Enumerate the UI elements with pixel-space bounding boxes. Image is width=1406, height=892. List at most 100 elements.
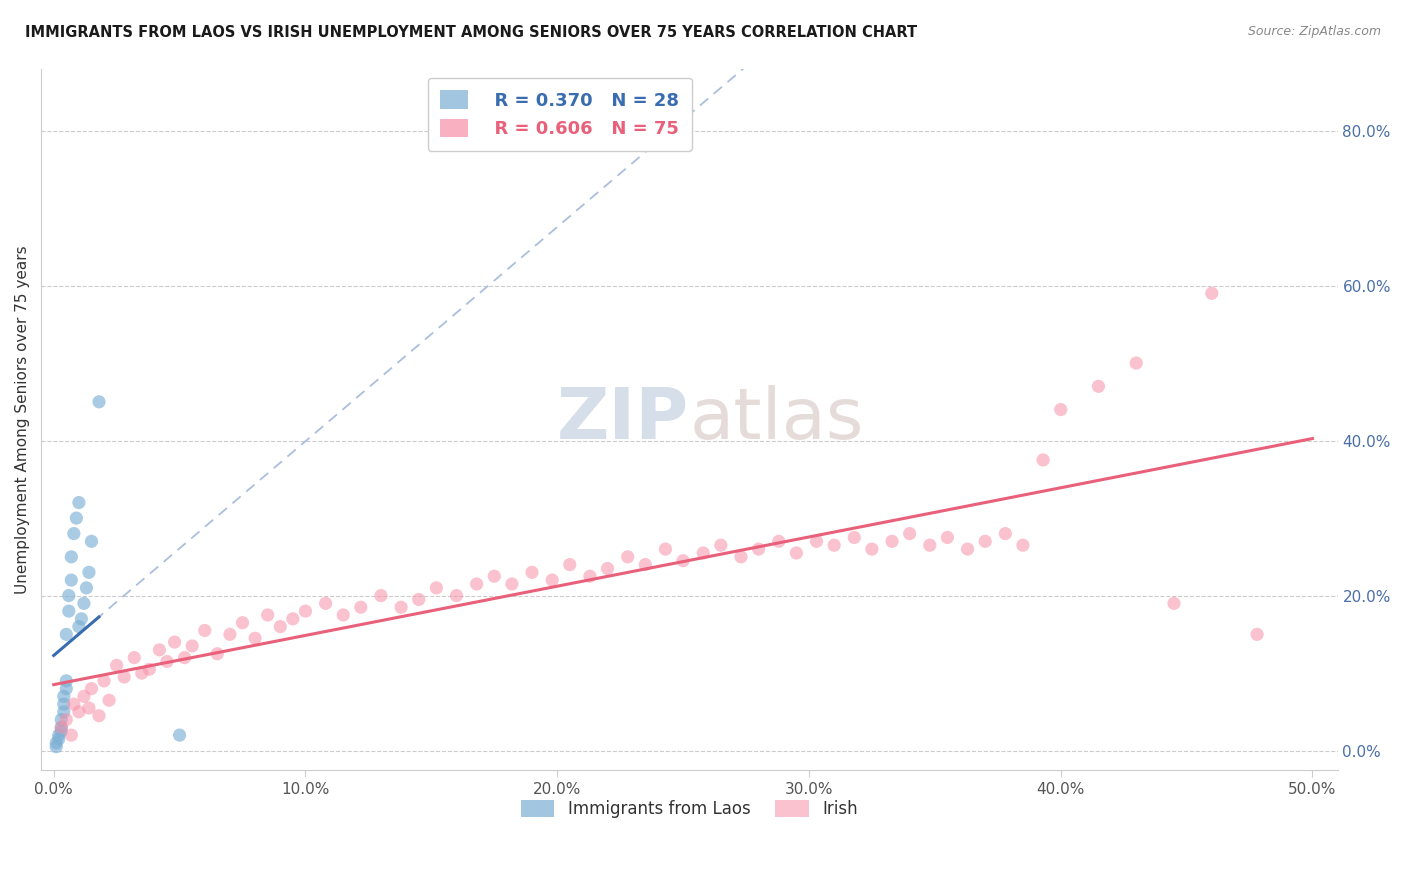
Point	[52, 697, 75, 711]
Point	[294, 604, 316, 618]
Point	[87, 394, 110, 409]
Point	[58, 589, 80, 603]
Text: IMMIGRANTS FROM LAOS VS IRISH UNEMPLOYMENT AMONG SENIORS OVER 75 YEARS CORRELATI: IMMIGRANTS FROM LAOS VS IRISH UNEMPLOYME…	[25, 25, 918, 40]
Point	[465, 577, 488, 591]
Point	[541, 573, 564, 587]
Point	[67, 705, 90, 719]
Point	[169, 728, 191, 742]
Point	[122, 650, 145, 665]
Text: atlas: atlas	[689, 384, 863, 454]
Point	[51, 720, 73, 734]
Point	[730, 549, 752, 564]
Point	[45, 739, 67, 754]
Point	[80, 534, 103, 549]
Point	[425, 581, 447, 595]
Point	[51, 713, 73, 727]
Point	[1125, 356, 1147, 370]
Point	[1163, 596, 1185, 610]
Point	[692, 546, 714, 560]
Point	[55, 713, 77, 727]
Point	[389, 600, 412, 615]
Point	[73, 596, 96, 610]
Point	[269, 619, 291, 633]
Point	[860, 542, 883, 557]
Point	[70, 612, 93, 626]
Point	[231, 615, 253, 630]
Point	[350, 600, 373, 615]
Point	[520, 566, 543, 580]
Point	[67, 619, 90, 633]
Point	[112, 670, 135, 684]
Point	[63, 526, 86, 541]
Point	[1032, 453, 1054, 467]
Point	[1049, 402, 1071, 417]
Point	[60, 573, 83, 587]
Point	[974, 534, 997, 549]
Point	[898, 526, 921, 541]
Point	[315, 596, 337, 610]
Point	[80, 681, 103, 696]
Point	[93, 673, 115, 688]
Point	[98, 693, 121, 707]
Point	[55, 681, 77, 696]
Point	[558, 558, 581, 572]
Point	[806, 534, 828, 549]
Point	[77, 701, 100, 715]
Point	[956, 542, 979, 557]
Point	[616, 549, 638, 564]
Point	[634, 558, 657, 572]
Point	[823, 538, 845, 552]
Point	[105, 658, 128, 673]
Point	[1012, 538, 1035, 552]
Point	[163, 635, 186, 649]
Point	[281, 612, 304, 626]
Point	[52, 705, 75, 719]
Point	[138, 662, 160, 676]
Point	[73, 690, 96, 704]
Point	[579, 569, 602, 583]
Point	[207, 647, 229, 661]
Point	[48, 728, 70, 742]
Point	[408, 592, 430, 607]
Point	[58, 604, 80, 618]
Point	[131, 666, 153, 681]
Point	[63, 697, 86, 711]
Point	[672, 554, 695, 568]
Point	[181, 639, 204, 653]
Point	[1246, 627, 1268, 641]
Point	[67, 495, 90, 509]
Point	[219, 627, 242, 641]
Point	[55, 627, 77, 641]
Point	[194, 624, 217, 638]
Point	[936, 531, 959, 545]
Point	[173, 650, 195, 665]
Point	[65, 511, 87, 525]
Point	[484, 569, 506, 583]
Point	[51, 720, 73, 734]
Point	[243, 632, 266, 646]
Point	[51, 724, 73, 739]
Point	[1201, 286, 1223, 301]
Point	[60, 549, 83, 564]
Point	[156, 655, 179, 669]
Point	[446, 589, 468, 603]
Point	[370, 589, 392, 603]
Point	[654, 542, 676, 557]
Point	[1087, 379, 1109, 393]
Point	[55, 673, 77, 688]
Text: Source: ZipAtlas.com: Source: ZipAtlas.com	[1247, 25, 1381, 38]
Text: ZIP: ZIP	[557, 384, 689, 454]
Point	[768, 534, 790, 549]
Point	[45, 736, 67, 750]
Point	[148, 643, 170, 657]
Point	[501, 577, 523, 591]
Point	[785, 546, 807, 560]
Point	[918, 538, 941, 552]
Y-axis label: Unemployment Among Seniors over 75 years: Unemployment Among Seniors over 75 years	[15, 245, 30, 593]
Point	[60, 728, 83, 742]
Point	[52, 690, 75, 704]
Point	[87, 708, 110, 723]
Point	[48, 731, 70, 746]
Point	[596, 561, 619, 575]
Point	[710, 538, 733, 552]
